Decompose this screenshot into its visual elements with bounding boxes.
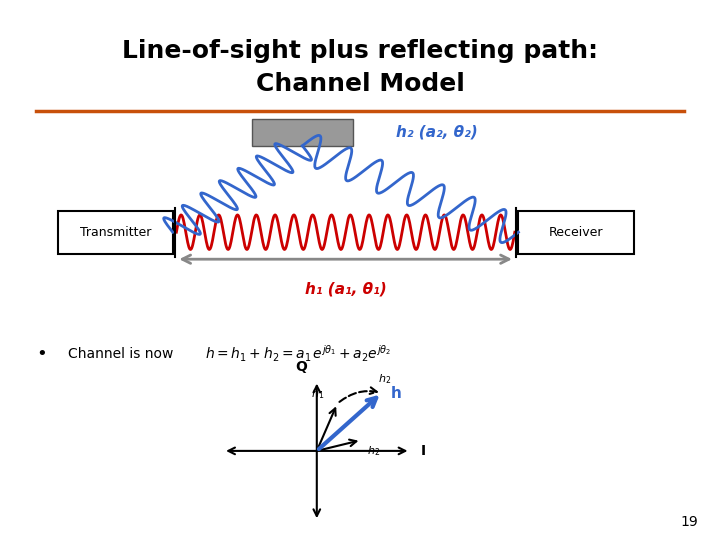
Text: •: • bbox=[36, 345, 47, 363]
Text: $h = h_1 + h_2 = a_1\, e^{j\theta_1} + a_2 e^{j\theta_2}$: $h = h_1 + h_2 = a_1\, e^{j\theta_1} + a… bbox=[205, 343, 392, 364]
FancyBboxPatch shape bbox=[58, 211, 173, 254]
Text: h₂ (a₂, θ₂): h₂ (a₂, θ₂) bbox=[396, 125, 478, 140]
Text: Channel is now: Channel is now bbox=[68, 347, 178, 361]
Text: Channel Model: Channel Model bbox=[256, 72, 464, 96]
FancyBboxPatch shape bbox=[252, 119, 353, 146]
Text: Q: Q bbox=[295, 360, 307, 374]
Text: Line-of-sight plus reflecting path:: Line-of-sight plus reflecting path: bbox=[122, 39, 598, 63]
Text: $\mathbf{h}$: $\mathbf{h}$ bbox=[390, 385, 402, 401]
Text: $h_2$: $h_2$ bbox=[378, 373, 392, 386]
Text: 19: 19 bbox=[680, 515, 698, 529]
FancyArrowPatch shape bbox=[339, 387, 377, 402]
Text: I: I bbox=[421, 444, 426, 458]
Text: Receiver: Receiver bbox=[549, 226, 603, 239]
FancyBboxPatch shape bbox=[518, 211, 634, 254]
Text: $h_1$: $h_1$ bbox=[311, 387, 324, 401]
Text: $h_2$: $h_2$ bbox=[367, 444, 380, 458]
Text: Transmitter: Transmitter bbox=[79, 226, 151, 239]
Text: h₁ (a₁, θ₁): h₁ (a₁, θ₁) bbox=[305, 281, 387, 296]
